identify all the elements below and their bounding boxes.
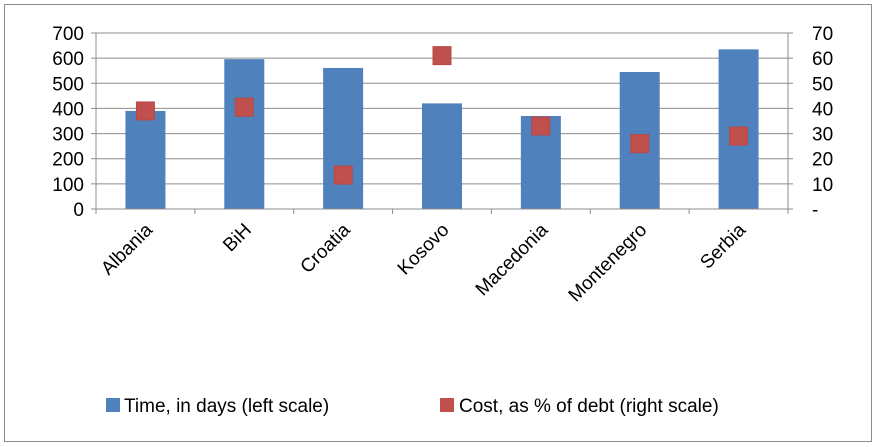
right-axis-ticks: - 10 20 30 40 50 60 70: [812, 24, 833, 221]
category-labels: Albania BiH Croatia Kosovo Macedonia Monteneg…: [97, 219, 750, 306]
axes: [91, 32, 793, 214]
category-label: Albania: [97, 219, 157, 279]
legend: Time, in days (left scale) Cost, as % of…: [106, 396, 719, 417]
marker-kosovo: [432, 46, 452, 66]
legend-label-cost: Cost, as % of debt (right scale): [459, 396, 719, 417]
bar-series: [125, 49, 759, 209]
left-tick-label: 500: [52, 74, 84, 95]
left-tick-label: 600: [52, 49, 84, 70]
right-tick-label: -: [812, 200, 818, 221]
left-tick-label: 100: [52, 175, 84, 196]
marker-montenegro: [630, 134, 650, 154]
right-tick-label: 50: [812, 74, 833, 95]
bar-albania: [125, 110, 166, 209]
bar-croatia: [323, 67, 364, 209]
category-label: Kosovo: [394, 220, 454, 280]
marker-macedonia: [531, 116, 551, 136]
left-tick-label: 200: [52, 150, 84, 171]
right-tick-label: 10: [812, 175, 833, 196]
right-tick-label: 30: [812, 125, 833, 146]
left-axis-ticks: 0 100 200 300 400 500 600 700: [52, 24, 84, 221]
left-tick-label: 300: [52, 125, 84, 146]
left-tick-label: 700: [52, 24, 84, 45]
right-tick-label: 40: [812, 99, 833, 120]
bar-bih: [224, 59, 265, 209]
marker-serbia: [729, 126, 749, 146]
marker-bih: [234, 97, 254, 117]
left-tick-label: 400: [52, 99, 84, 120]
category-label: Montenegro: [565, 220, 652, 307]
marker-croatia: [333, 165, 353, 185]
marker-series: [135, 46, 749, 185]
right-tick-label: 20: [812, 150, 833, 171]
right-tick-label: 70: [812, 24, 833, 45]
category-label: Croatia: [297, 219, 355, 277]
legend-label-time: Time, in days (left scale): [124, 396, 329, 417]
category-label: Macedonia: [472, 219, 553, 300]
marker-albania: [135, 101, 155, 121]
legend-swatch-cost: [440, 398, 454, 412]
legend-swatch-time: [106, 398, 120, 412]
category-label: BiH: [219, 220, 256, 257]
left-tick-label: 0: [73, 200, 84, 221]
category-label: Serbia: [696, 219, 750, 273]
right-tick-label: 60: [812, 49, 833, 70]
bar-kosovo: [422, 103, 462, 209]
